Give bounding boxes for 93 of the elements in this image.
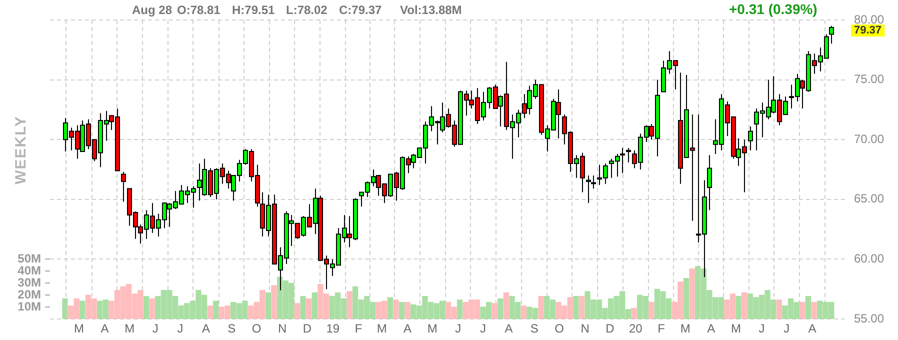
y-tick-label: 75.00 [854, 72, 884, 86]
candlestick [121, 171, 126, 202]
bar [520, 306, 526, 319]
y-tick-label: 80.00 [854, 12, 884, 26]
bar [741, 292, 748, 319]
text: 79.37 [854, 24, 882, 37]
bar [811, 302, 817, 319]
bar [62, 298, 68, 319]
bar [578, 296, 585, 319]
x-tick-label: S [228, 322, 236, 336]
candlestick [626, 147, 631, 163]
x-tick-label: O [252, 322, 262, 336]
candlestick [586, 174, 591, 204]
bar [306, 298, 312, 319]
bar [265, 292, 272, 319]
bar [683, 278, 690, 319]
candlestick [829, 25, 834, 44]
x-tick-label: N [580, 322, 590, 336]
y2-axis-title: WEEKLY [12, 116, 30, 184]
x-tick-label: N [278, 322, 287, 336]
x-tick-label: J [480, 322, 486, 336]
x-tick-label: F [658, 322, 666, 336]
bar [312, 292, 318, 319]
candlestick [591, 174, 596, 190]
bar [805, 296, 811, 319]
y2-tick-label: 20M [18, 287, 42, 302]
text: Aug 28 [132, 3, 172, 17]
y2-tick-label: 50M [18, 252, 42, 266]
text: O:78.81 [177, 3, 220, 17]
bar [149, 298, 155, 319]
x-tick-label: S [530, 322, 538, 336]
x-tick-label: M [376, 322, 387, 336]
y-tick-label: 55.00 [854, 311, 884, 326]
x-tick-label: J [784, 322, 790, 336]
x-tick-label: M [74, 322, 84, 336]
bar [143, 296, 150, 319]
text: L:78.02 [286, 3, 328, 17]
x-tick-label: J [177, 322, 184, 336]
bar [271, 285, 277, 319]
bar [393, 300, 399, 319]
bar [573, 296, 579, 319]
bar [404, 302, 410, 319]
y-tick-label: 60.00 [854, 252, 884, 266]
y-tick-label: 70.00 [854, 132, 884, 146]
bar [800, 302, 806, 319]
bar [207, 306, 213, 319]
x-tick-label: 20 [628, 322, 643, 336]
y2-tick-label: 30M [18, 275, 42, 290]
x-tick-label: 19 [326, 322, 340, 336]
x-tick-label: A [504, 322, 513, 336]
y2-tick-label: 10M [18, 299, 42, 314]
x-tick-label: O [554, 322, 564, 336]
bar [213, 300, 219, 319]
x-tick-label: J [152, 322, 158, 336]
text: +0.31 (0.39%) [729, 1, 818, 17]
x-tick-label: J [455, 322, 462, 336]
bar [776, 300, 782, 319]
x-tick-label: A [707, 322, 716, 336]
bar [503, 292, 510, 319]
bar [294, 303, 300, 319]
x-tick-label: J [758, 322, 765, 336]
x-tick-label: A [202, 322, 210, 336]
bar [689, 268, 695, 319]
bar [346, 291, 352, 319]
x-tick-label: M [680, 322, 690, 336]
x-tick-label: A [808, 322, 816, 336]
x-tick-label: D [302, 322, 312, 336]
bar [80, 300, 86, 319]
text: H:79.51 [232, 3, 275, 17]
bar [492, 303, 498, 319]
bar [300, 296, 306, 319]
x-tick-label: A [100, 322, 109, 336]
text: C:79.37 [339, 3, 382, 17]
x-tick-label: F [354, 322, 362, 336]
bar [631, 308, 637, 319]
x-tick-label: M [124, 322, 135, 336]
x-tick-label: M [730, 322, 741, 336]
candlestick [620, 147, 625, 174]
x-tick-label: M [427, 322, 438, 336]
x-tick-label: D [606, 322, 615, 336]
bar [398, 302, 405, 319]
bar [648, 302, 654, 319]
text: Vol:13.88M [400, 3, 462, 17]
bar [456, 300, 463, 319]
bar [538, 296, 544, 319]
bar [498, 298, 504, 319]
candlestick [748, 126, 753, 151]
y-tick-label: 65.00 [854, 192, 884, 206]
bar [736, 296, 742, 319]
bar [387, 297, 393, 319]
y2-tick-label: 40M [18, 263, 42, 278]
candlestick [707, 154, 712, 211]
x-tick-label: A [404, 322, 412, 336]
